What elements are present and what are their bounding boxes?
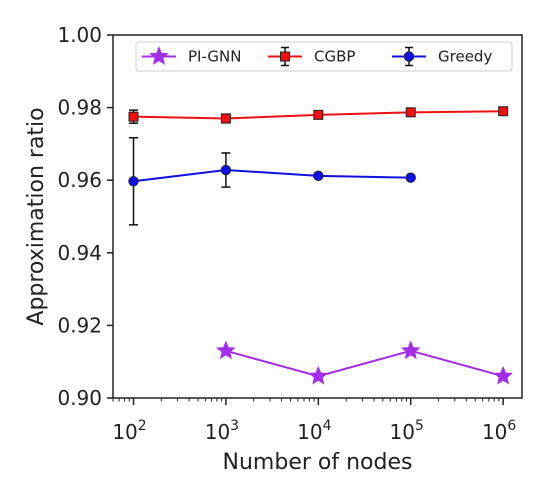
data-point-greedy <box>313 170 324 182</box>
data-point-pi-gnn <box>493 365 513 385</box>
y-tick-label: 0.90 <box>57 386 102 410</box>
data-point-greedy <box>405 172 416 183</box>
x-tick-label: 105 <box>390 418 424 444</box>
x-tick-label: 106 <box>482 418 516 444</box>
y-tick-label: 0.96 <box>57 168 102 192</box>
data-point-greedy <box>128 176 139 187</box>
x-tick-label: 102 <box>112 418 146 444</box>
data-point-pi-gnn <box>400 340 421 360</box>
legend-marker-greedy <box>403 51 415 62</box>
y-tick-label: 0.92 <box>57 313 102 337</box>
legend-marker-cgbp <box>280 51 290 62</box>
series-line-greedy <box>133 169 411 183</box>
x-axis-title: Number of nodes <box>223 450 413 475</box>
data-point-cgbp <box>220 113 231 124</box>
data-point-cgbp <box>313 109 324 120</box>
data-point-cgbp <box>405 107 416 118</box>
y-axis-title: Approximation ratio <box>24 107 49 325</box>
legend-marker-pi-gnn <box>149 46 169 65</box>
data-point-cgbp <box>128 111 139 122</box>
data-point-pi-gnn <box>216 340 236 360</box>
y-tick-label: 1.00 <box>57 23 102 47</box>
legend: PI-GNN CGBP Greedy <box>135 41 513 72</box>
legend-label-greedy: Greedy <box>438 48 492 66</box>
x-tick-label: 104 <box>297 418 331 444</box>
series-line-pi-gnn <box>225 349 504 378</box>
y-tick-label: 0.94 <box>57 241 102 265</box>
data-point-greedy <box>220 164 232 176</box>
data-point-cgbp <box>498 106 509 117</box>
y-tick-label: 0.98 <box>57 96 102 120</box>
legend-label-pi-gnn: PI-GNN <box>188 48 242 66</box>
legend-box <box>135 41 513 72</box>
plot-frame <box>112 34 523 399</box>
data-point-pi-gnn <box>308 365 329 385</box>
legend-label-cgbp: CGBP <box>314 48 355 66</box>
x-tick-label: 103 <box>205 418 239 444</box>
